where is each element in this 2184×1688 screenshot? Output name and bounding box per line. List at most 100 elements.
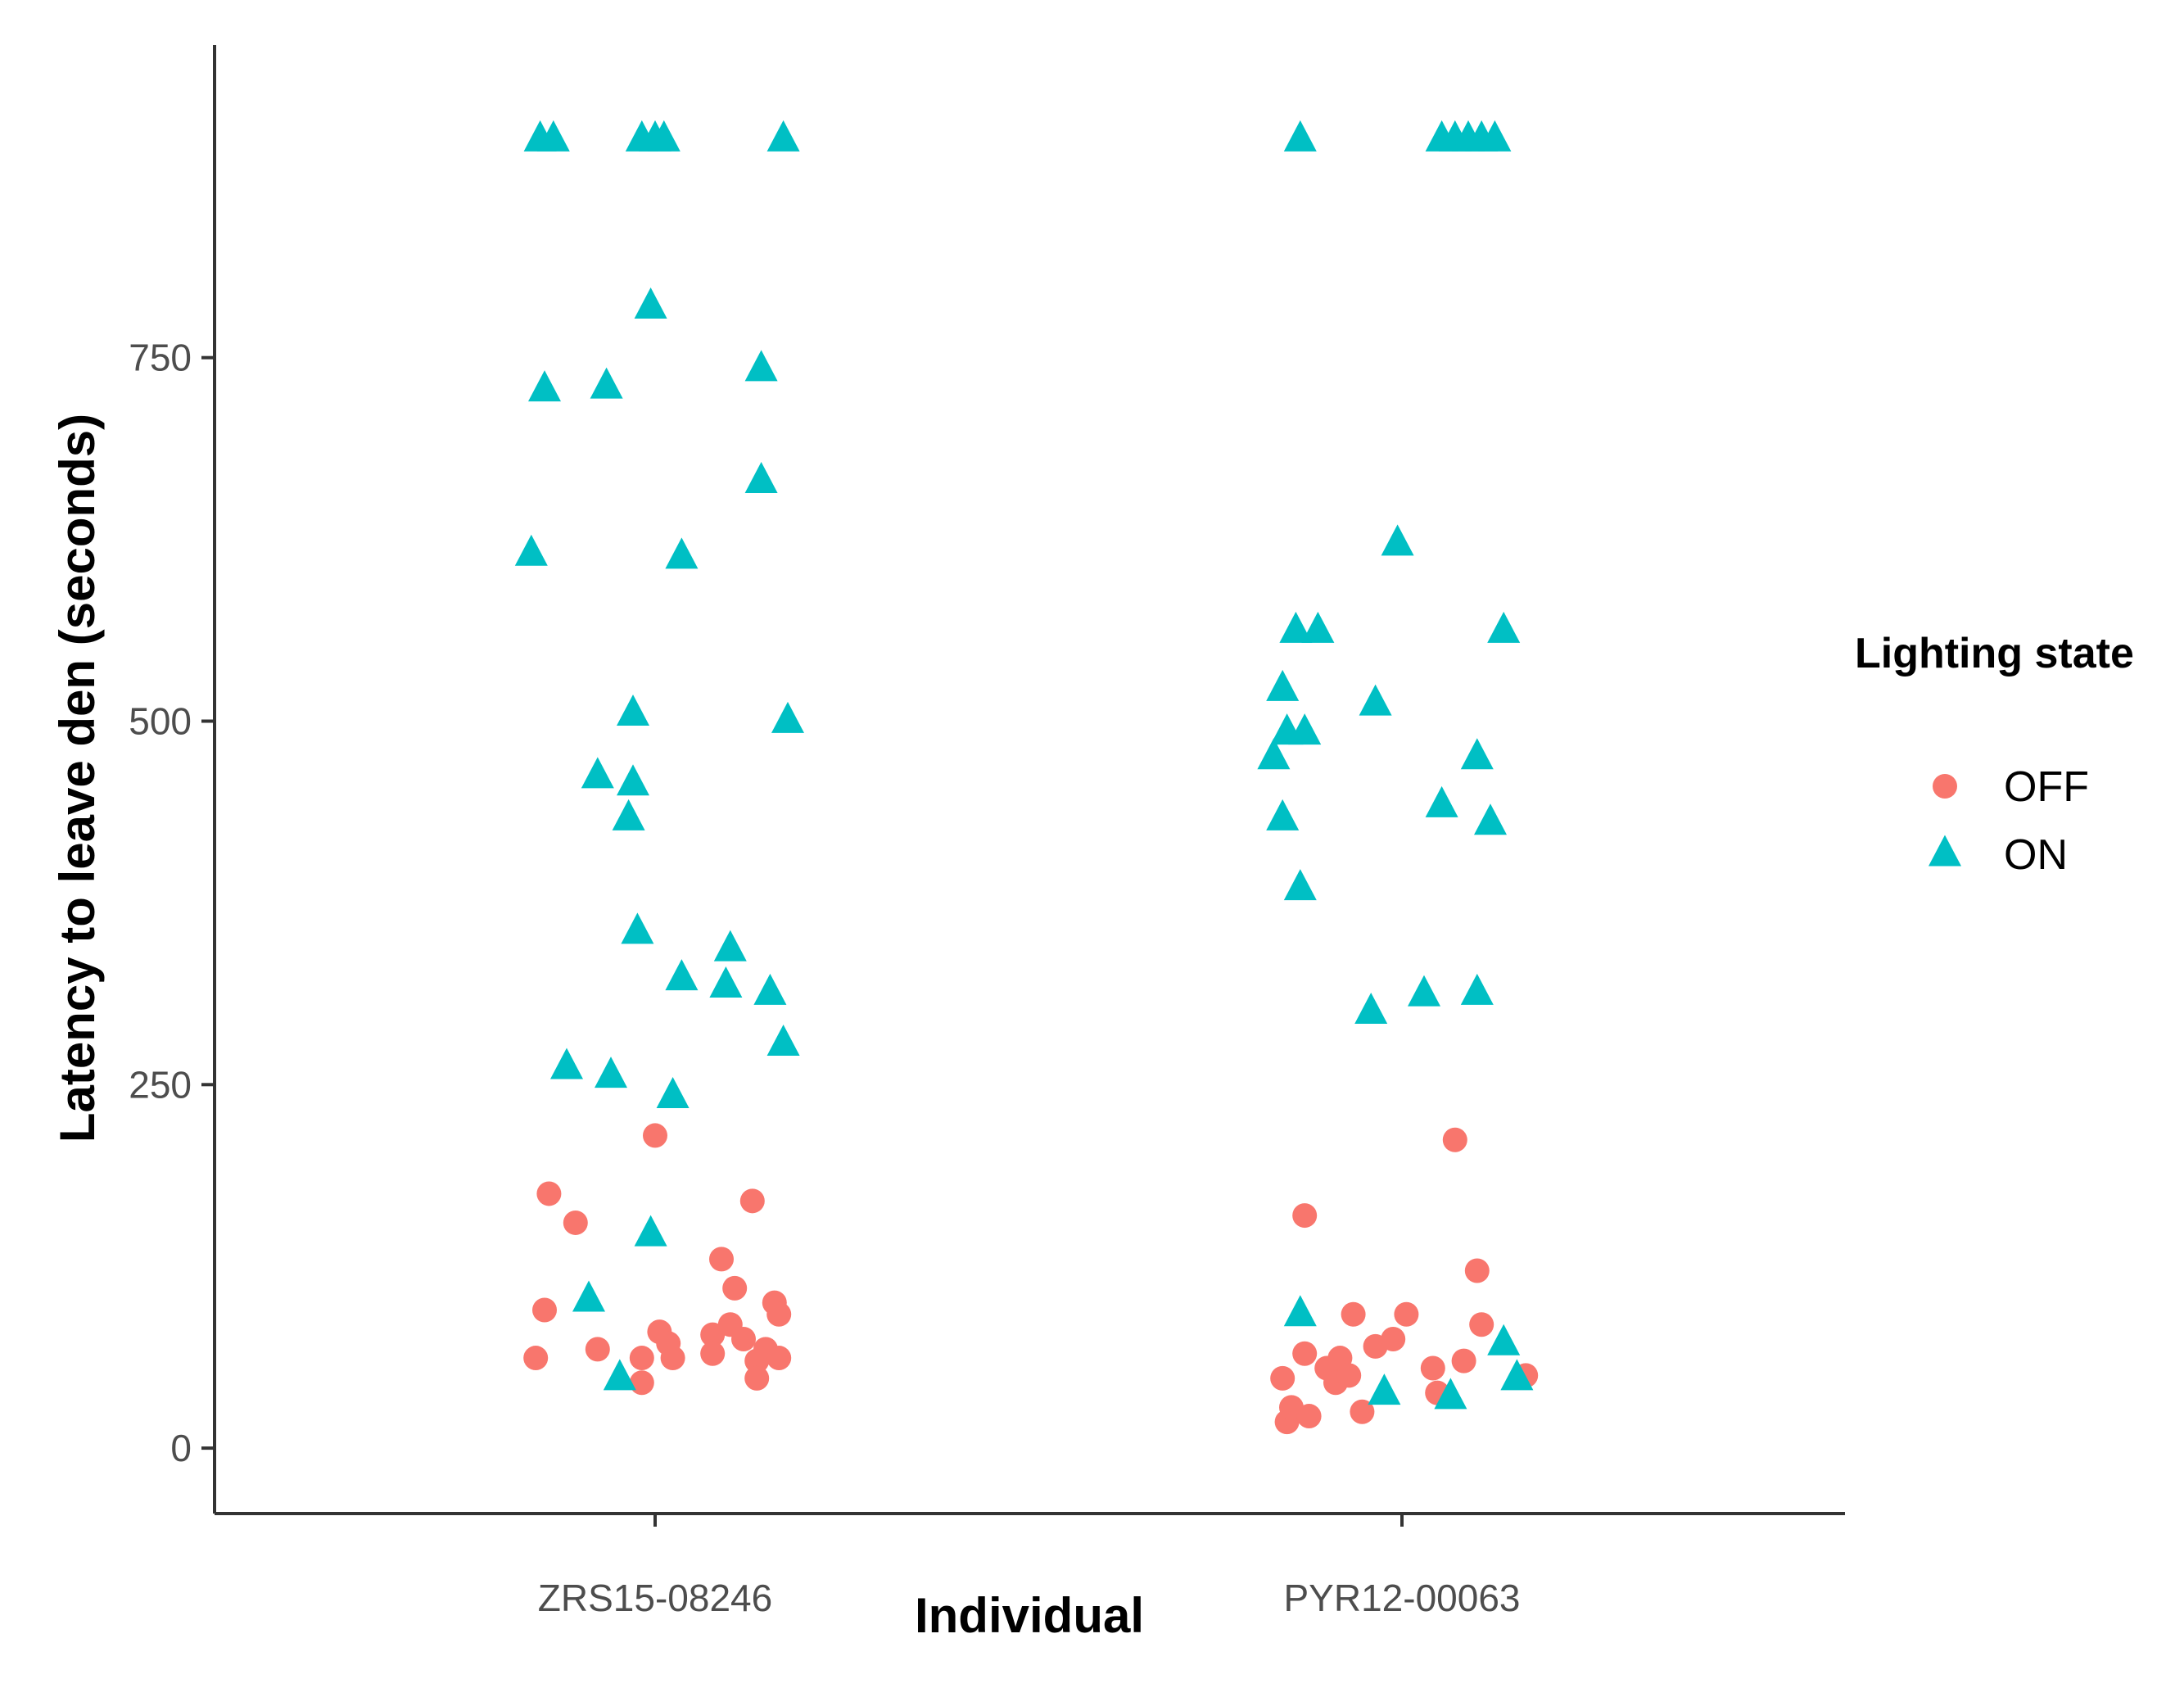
off-point [709,1247,734,1272]
on-point [665,537,699,569]
on-point [1460,973,1494,1005]
x-axis-label: Individual [915,1588,1144,1643]
on-point [753,973,787,1005]
on-point [612,799,645,830]
on-point [603,1359,636,1391]
legend-entry-label: OFF [2004,763,2089,811]
off-point [1270,1365,1295,1391]
on-point [1487,611,1521,643]
on-point [766,120,800,152]
off-point [739,1188,765,1214]
y-tick-label: 750 [129,337,192,379]
off-point [1381,1326,1406,1351]
on-point [595,1057,627,1088]
y-tick-label: 250 [129,1063,192,1106]
off-point [766,1346,792,1371]
legend-on-marker [1929,835,1961,867]
off-point [1442,1127,1467,1152]
on-point [1500,1359,1534,1391]
off-point [1469,1312,1494,1337]
on-point [1279,611,1313,643]
off-point [563,1210,588,1235]
y-axis-ticks: 0 250 500 750 [129,337,215,1469]
on-point [1381,524,1414,556]
x-tick-label: ZRS15-08246 [538,1577,772,1619]
on-point [1368,1373,1401,1405]
on-point [1354,992,1388,1024]
on-point [766,1025,800,1057]
on-point [771,701,804,733]
off-point [1296,1404,1322,1429]
on-point [1257,738,1291,770]
on-point [621,912,654,944]
on-point [713,930,747,962]
legend: Lighting state OFF ON [1855,630,2134,879]
on-point [1283,120,1317,152]
on-point [617,695,649,726]
on-point [1283,869,1317,901]
on-point [1266,669,1300,701]
off-point [536,1181,562,1206]
on-point [536,120,570,152]
off-point [523,1346,549,1371]
off-point [629,1346,654,1371]
off-point [1336,1363,1362,1388]
on-point [665,959,699,991]
on-point [590,367,623,399]
off-point [722,1275,748,1301]
on-point [1425,785,1458,817]
on-point [1266,799,1300,830]
on-point [1288,713,1322,745]
legend-entry-label: ON [2004,831,2068,879]
axes [213,45,1845,1515]
data-points [514,120,1539,1435]
off-point [532,1297,557,1323]
off-point [629,1370,654,1396]
off-point [660,1346,685,1371]
x-tick-label: PYR12-00063 [1284,1577,1521,1619]
off-point [1292,1203,1318,1229]
on-point [514,534,548,566]
on-point [572,1280,605,1312]
on-point [617,764,649,796]
off-point [731,1326,756,1351]
legend-off-marker [1933,774,1957,799]
on-point [656,1076,690,1108]
on-point [647,120,681,152]
off-point [700,1341,726,1366]
on-point [709,966,743,998]
off-point [1394,1301,1419,1327]
legend-entries: OFF ON [1929,763,2089,879]
on-point [528,370,561,402]
on-point [550,1048,583,1079]
off-point [766,1301,792,1327]
off-point [744,1365,770,1391]
off-point [1292,1341,1318,1366]
off-point [1350,1399,1375,1424]
on-point [1434,1378,1467,1410]
off-point [1341,1301,1366,1327]
on-point [744,350,778,382]
on-point [634,1215,667,1247]
on-point [634,287,667,319]
y-tick-label: 0 [170,1427,192,1469]
off-point [1451,1348,1476,1373]
on-point [1478,120,1512,152]
on-point [1487,1324,1521,1355]
on-point [1460,738,1494,770]
on-point [1474,803,1507,835]
on-point [1359,684,1392,716]
on-point [1301,611,1335,643]
on-point [1408,975,1440,1007]
on-point [744,462,778,494]
y-tick-label: 500 [129,699,192,742]
on-point [581,757,614,789]
off-point [643,1123,667,1148]
x-axis-ticks: ZRS15-08246 PYR12-00063 [538,1514,1521,1619]
off-point [1464,1258,1490,1283]
off-point [1420,1355,1445,1381]
legend-title: Lighting state [1855,630,2134,677]
on-point [1283,1295,1317,1327]
